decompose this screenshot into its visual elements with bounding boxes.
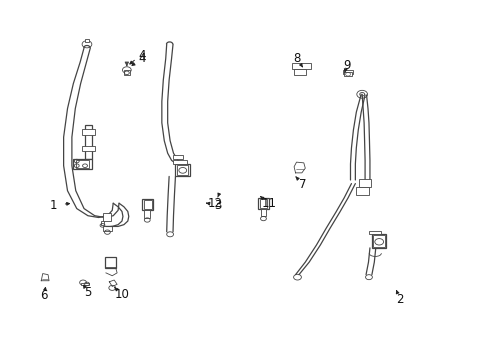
- Bar: [81, 129, 95, 135]
- Bar: [258, 198, 268, 209]
- Text: 4: 4: [139, 52, 146, 65]
- Bar: [102, 226, 112, 231]
- Bar: [142, 199, 153, 210]
- Text: 1: 1: [50, 198, 58, 212]
- Bar: [101, 221, 104, 225]
- Text: 7: 7: [299, 178, 306, 191]
- Bar: [73, 158, 92, 169]
- Polygon shape: [106, 267, 117, 276]
- Bar: [342, 70, 353, 74]
- Bar: [76, 160, 89, 168]
- Text: 11: 11: [261, 197, 276, 210]
- Text: 10: 10: [114, 288, 129, 301]
- Polygon shape: [41, 274, 49, 281]
- Text: 3: 3: [214, 198, 221, 212]
- Polygon shape: [109, 280, 117, 287]
- Bar: [123, 70, 129, 75]
- Text: 6: 6: [41, 288, 48, 302]
- Text: 2: 2: [396, 293, 403, 306]
- Bar: [175, 164, 190, 176]
- Bar: [368, 231, 380, 234]
- Bar: [359, 179, 371, 187]
- Bar: [102, 213, 111, 221]
- Text: 5: 5: [84, 286, 91, 299]
- Text: 12: 12: [207, 197, 223, 210]
- Text: 9: 9: [342, 59, 349, 72]
- Bar: [173, 160, 186, 164]
- Bar: [81, 146, 95, 152]
- Bar: [173, 155, 183, 158]
- Bar: [293, 69, 305, 75]
- Polygon shape: [293, 162, 305, 173]
- Bar: [372, 235, 384, 247]
- Bar: [144, 210, 150, 217]
- Bar: [177, 165, 188, 175]
- Bar: [259, 199, 267, 208]
- Bar: [260, 209, 266, 216]
- Bar: [105, 257, 116, 267]
- Bar: [85, 39, 89, 42]
- Text: 8: 8: [293, 52, 300, 65]
- Bar: [343, 72, 352, 76]
- Bar: [371, 234, 386, 248]
- Bar: [81, 283, 89, 285]
- Bar: [143, 200, 151, 209]
- Bar: [356, 187, 368, 195]
- Bar: [291, 63, 310, 69]
- Text: 4: 4: [139, 49, 146, 62]
- Bar: [85, 125, 92, 158]
